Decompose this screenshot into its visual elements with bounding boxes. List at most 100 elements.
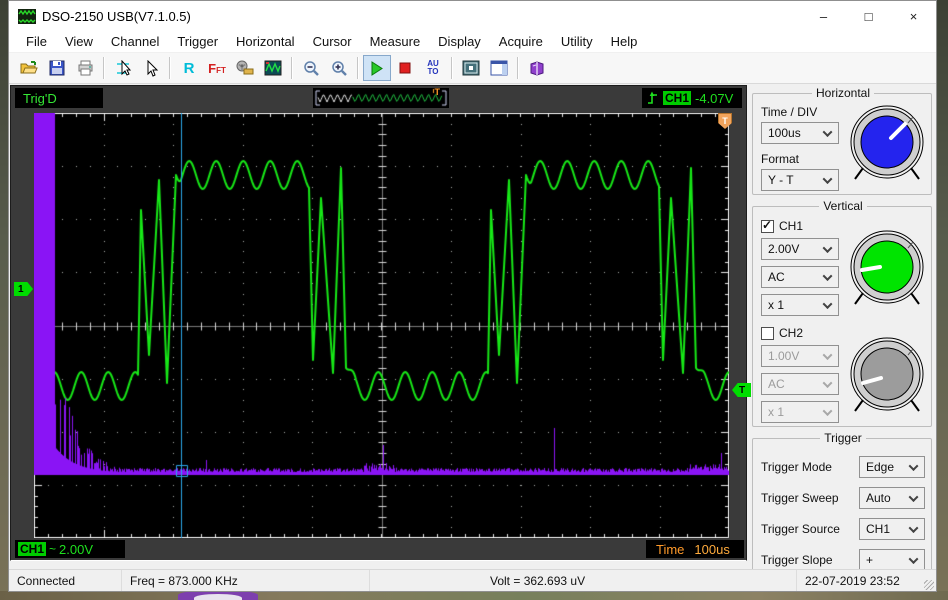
trigger-time-marker[interactable]: T bbox=[718, 113, 732, 129]
waveform-display-button[interactable] bbox=[259, 55, 287, 81]
resize-grip[interactable] bbox=[924, 579, 934, 590]
scope-panel: Trig'D T CH1 -4.07V bbox=[10, 85, 751, 561]
menu-cursor[interactable]: Cursor bbox=[312, 34, 352, 49]
save-floppy-icon bbox=[49, 60, 65, 76]
arrow-pointer-icon bbox=[147, 59, 159, 77]
cursor-measure-button[interactable] bbox=[109, 55, 137, 81]
trigger-status: Trig'D bbox=[15, 88, 103, 108]
ch2-checkbox[interactable]: CH2 bbox=[761, 326, 849, 340]
menu-help[interactable]: Help bbox=[610, 34, 638, 49]
ch1-position-knob[interactable] bbox=[849, 227, 925, 311]
fft-button[interactable]: FFT bbox=[203, 55, 231, 81]
app-window: DSO-2150 USB(V7.1.0.5) – □ × File View C… bbox=[8, 0, 937, 592]
ch1-scale-value: 2.00V bbox=[59, 541, 94, 557]
pointer-button[interactable] bbox=[137, 55, 165, 81]
ch1-readout: CH1 ~ 2.00V bbox=[15, 540, 125, 558]
ch1-coupling-select[interactable]: AC bbox=[761, 266, 839, 288]
ch1-position-marker[interactable]: 1 bbox=[14, 282, 33, 296]
ch2-probe-select[interactable]: x 1 bbox=[761, 401, 839, 423]
help-button[interactable] bbox=[523, 55, 551, 81]
toolbar-separator bbox=[517, 57, 519, 79]
chevron-down-icon bbox=[908, 522, 919, 533]
checkbox-box bbox=[761, 326, 774, 340]
waveform-preview[interactable]: T bbox=[313, 87, 449, 108]
menubar: File View Channel Trigger Horizontal Cur… bbox=[9, 31, 936, 53]
menu-view[interactable]: View bbox=[64, 34, 93, 49]
ch1-probe-select[interactable]: x 1 bbox=[761, 294, 839, 316]
scope-topbar: Trig'D T CH1 -4.07V bbox=[13, 87, 744, 108]
cursor-crosshair-icon bbox=[117, 59, 132, 76]
trigger-group-title: Trigger bbox=[824, 431, 862, 445]
minimize-button[interactable]: – bbox=[819, 8, 828, 24]
save-button[interactable] bbox=[43, 55, 71, 81]
horizontal-knob[interactable] bbox=[849, 102, 925, 186]
scope-display[interactable] bbox=[34, 113, 729, 538]
menu-utility[interactable]: Utility bbox=[560, 34, 593, 49]
menu-measure[interactable]: Measure bbox=[369, 34, 421, 49]
trigger-channel-badge: CH1 bbox=[663, 91, 692, 105]
fullscreen-button[interactable] bbox=[457, 55, 485, 81]
chevron-down-icon bbox=[822, 242, 833, 253]
horizontal-group-title: Horizontal bbox=[815, 86, 871, 100]
panel-toggle-button[interactable] bbox=[485, 55, 513, 81]
relative-mode-button[interactable]: R bbox=[175, 55, 203, 81]
record-button[interactable] bbox=[231, 55, 259, 81]
zoom-out-icon bbox=[303, 60, 319, 76]
menu-channel[interactable]: Channel bbox=[110, 34, 160, 49]
autoset-button[interactable]: AU TO bbox=[419, 55, 447, 81]
ch1-checkbox[interactable]: ✓ CH1 bbox=[761, 217, 804, 233]
trigger-level-marker[interactable]: T bbox=[732, 383, 751, 397]
chevron-down-icon bbox=[822, 298, 833, 309]
open-file-button[interactable] bbox=[15, 55, 43, 81]
chevron-down-icon bbox=[822, 377, 833, 388]
scope-bottombar: CH1 ~ 2.00V Time 100us bbox=[13, 540, 744, 558]
main-area: Trig'D T CH1 -4.07V bbox=[9, 84, 936, 574]
menu-horizontal[interactable]: Horizontal bbox=[236, 34, 295, 49]
chevron-down-icon bbox=[822, 270, 833, 281]
ch2-coupling-select[interactable]: AC bbox=[761, 373, 839, 395]
trigger-mode-label: Trigger Mode bbox=[761, 460, 832, 474]
menu-file[interactable]: File bbox=[26, 34, 47, 49]
toolbar-separator bbox=[291, 57, 293, 79]
menu-acquire[interactable]: Acquire bbox=[498, 34, 543, 49]
chevron-down-icon bbox=[822, 405, 833, 416]
trigger-slope-label: Trigger Slope bbox=[761, 553, 833, 567]
voltage-readout: Volt = 362.693 uV bbox=[369, 570, 796, 591]
vertical-group-title: Vertical bbox=[823, 199, 863, 213]
auto-icon: AU TO bbox=[427, 59, 439, 76]
maximize-button[interactable]: □ bbox=[864, 8, 873, 24]
trigger-sweep-select[interactable]: Auto bbox=[859, 487, 925, 509]
toolbar-separator bbox=[103, 57, 105, 79]
time-div-select[interactable]: 100us bbox=[761, 122, 839, 144]
frequency-readout: Freq = 873.000 KHz bbox=[121, 570, 369, 591]
chevron-down-icon bbox=[822, 126, 833, 137]
format-select[interactable]: Y - T bbox=[761, 169, 839, 191]
chevron-down-icon bbox=[908, 553, 919, 564]
start-button[interactable] bbox=[363, 55, 391, 81]
trigger-source-select[interactable]: CH1 bbox=[859, 518, 925, 540]
ch1-badge: CH1 bbox=[18, 542, 47, 556]
zoom-in-icon bbox=[331, 60, 347, 76]
print-button[interactable] bbox=[71, 55, 99, 81]
ch1-volts-select[interactable]: 2.00V bbox=[761, 238, 839, 260]
vertical-group: Vertical ✓ CH1 2.00V AC bbox=[752, 199, 932, 427]
ch2-volts-select[interactable]: 1.00V bbox=[761, 345, 839, 367]
app-logo-icon bbox=[18, 8, 36, 24]
zoom-in-button[interactable] bbox=[325, 55, 353, 81]
toolbar-separator bbox=[169, 57, 171, 79]
checkbox-box: ✓ bbox=[761, 217, 774, 233]
trigger-slope-select[interactable]: + bbox=[859, 549, 925, 571]
fft-icon: FFT bbox=[208, 60, 226, 76]
trigger-mode-select[interactable]: Edge bbox=[859, 456, 925, 478]
menu-display[interactable]: Display bbox=[438, 34, 481, 49]
stop-button[interactable] bbox=[391, 55, 419, 81]
play-icon bbox=[371, 60, 383, 76]
stop-icon bbox=[399, 62, 411, 74]
fullscreen-icon bbox=[462, 60, 480, 76]
zoom-out-button[interactable] bbox=[297, 55, 325, 81]
rising-edge-icon bbox=[648, 91, 657, 104]
menu-trigger[interactable]: Trigger bbox=[177, 34, 219, 49]
ch2-position-knob[interactable] bbox=[849, 334, 925, 418]
window-title: DSO-2150 USB(V7.1.0.5) bbox=[42, 8, 191, 24]
close-button[interactable]: × bbox=[909, 8, 918, 24]
